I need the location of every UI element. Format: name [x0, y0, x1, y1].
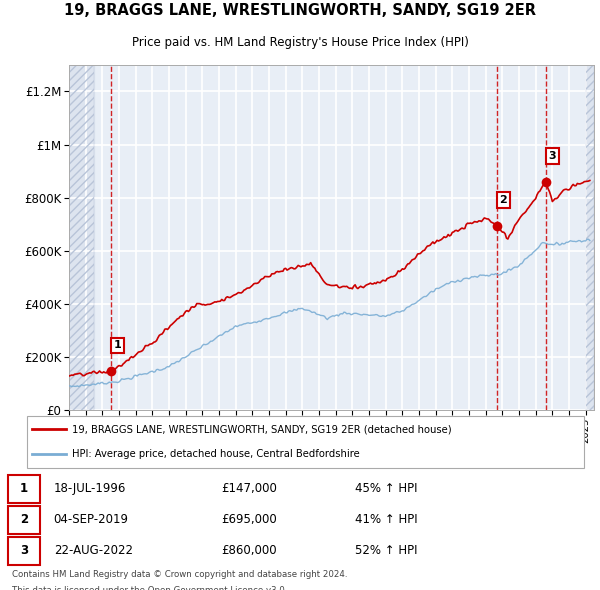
Text: 2: 2 [499, 195, 507, 205]
Text: 41% ↑ HPI: 41% ↑ HPI [355, 513, 418, 526]
Text: 19, BRAGGS LANE, WRESTLINGWORTH, SANDY, SG19 2ER (detached house): 19, BRAGGS LANE, WRESTLINGWORTH, SANDY, … [72, 424, 452, 434]
Bar [69, 65, 94, 410]
Text: HPI: Average price, detached house, Central Bedfordshire: HPI: Average price, detached house, Cent… [72, 450, 359, 460]
FancyBboxPatch shape [8, 537, 40, 565]
Text: 52% ↑ HPI: 52% ↑ HPI [355, 544, 418, 557]
Text: £860,000: £860,000 [221, 544, 277, 557]
Text: 45% ↑ HPI: 45% ↑ HPI [355, 482, 418, 495]
Bar [69, 65, 94, 410]
Text: 22-AUG-2022: 22-AUG-2022 [54, 544, 133, 557]
Text: 3: 3 [548, 151, 556, 161]
FancyBboxPatch shape [8, 476, 40, 503]
FancyBboxPatch shape [8, 506, 40, 534]
Text: 1: 1 [20, 482, 28, 495]
FancyBboxPatch shape [27, 416, 584, 468]
Text: 04-SEP-2019: 04-SEP-2019 [54, 513, 129, 526]
Text: Price paid vs. HM Land Registry's House Price Index (HPI): Price paid vs. HM Land Registry's House … [131, 36, 469, 49]
Text: 2: 2 [20, 513, 28, 526]
Bar [586, 65, 594, 410]
Text: Contains HM Land Registry data © Crown copyright and database right 2024.: Contains HM Land Registry data © Crown c… [12, 571, 347, 579]
Text: This data is licensed under the Open Government Licence v3.0.: This data is licensed under the Open Gov… [12, 586, 287, 590]
Bar [586, 65, 594, 410]
Text: 1: 1 [114, 340, 122, 350]
Text: £695,000: £695,000 [221, 513, 277, 526]
Text: 19, BRAGGS LANE, WRESTLINGWORTH, SANDY, SG19 2ER: 19, BRAGGS LANE, WRESTLINGWORTH, SANDY, … [64, 3, 536, 18]
Text: £147,000: £147,000 [221, 482, 277, 495]
Text: 18-JUL-1996: 18-JUL-1996 [54, 482, 126, 495]
Text: 3: 3 [20, 544, 28, 557]
